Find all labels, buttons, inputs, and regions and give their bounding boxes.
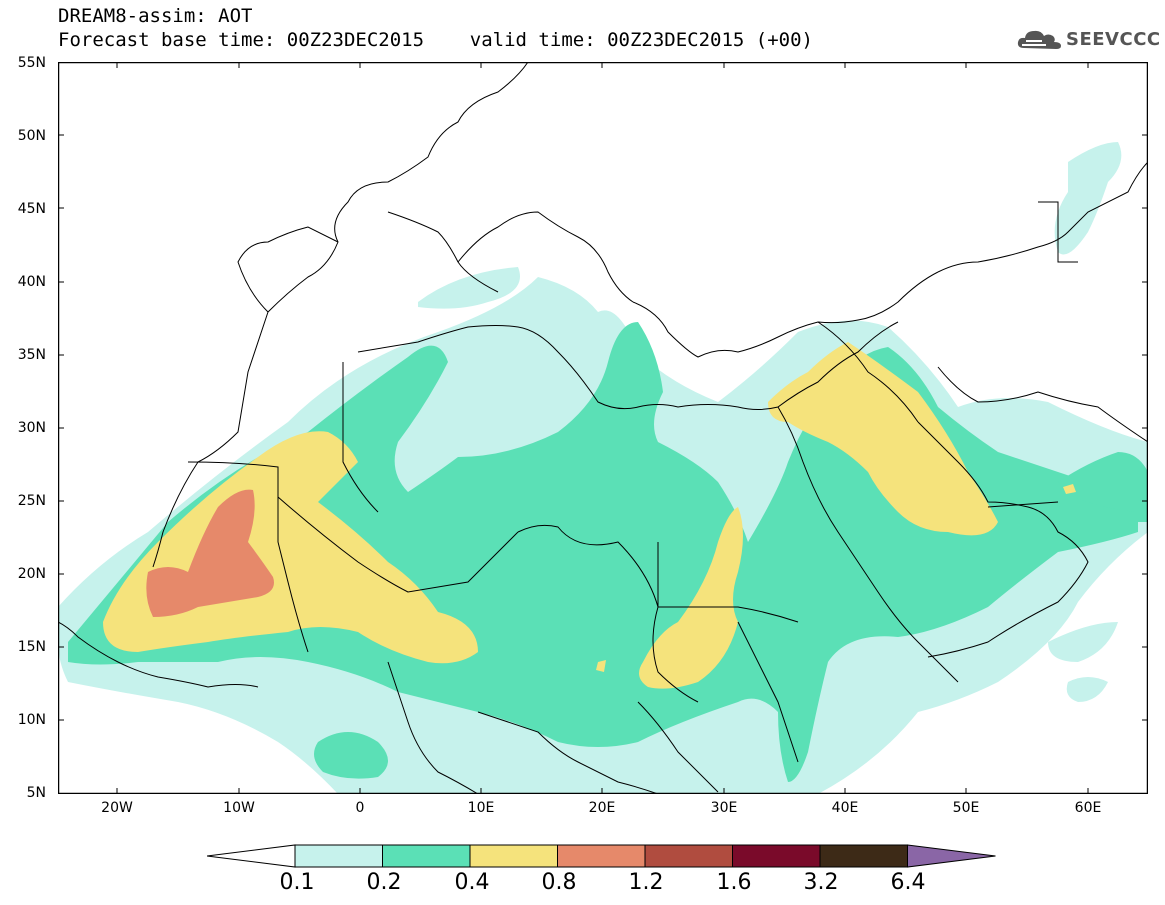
axis-ticks <box>58 62 1148 794</box>
lon-label-50e: 50E <box>952 800 980 816</box>
lat-label-30n: 30N <box>17 420 46 436</box>
aot-map <box>58 62 1148 794</box>
lon-label-30e: 30E <box>710 800 738 816</box>
colorbar-label-0-8: 0.8 <box>541 870 577 895</box>
forecast-times: Forecast base time: 00Z23DEC2015 valid t… <box>58 29 813 51</box>
colorbar-under-triangle <box>207 844 296 868</box>
colorbar-segment <box>382 844 471 868</box>
colorbar-segment <box>644 844 733 868</box>
lat-label-50n: 50N <box>17 128 46 144</box>
lat-label-5n: 5N <box>26 785 46 801</box>
colorbar-label-0-2: 0.2 <box>366 870 402 895</box>
logo-text: SEEVCCC <box>1066 28 1161 50</box>
colorbar-segment <box>819 844 908 868</box>
lat-label-40n: 40N <box>17 274 46 290</box>
lon-label-10e: 10E <box>467 800 495 816</box>
lon-label-10w: 10W <box>223 800 255 816</box>
colorbar-segment <box>294 844 383 868</box>
colorbar-segment <box>469 844 558 868</box>
lon-label-40e: 40E <box>831 800 859 816</box>
cloud-icon <box>1017 30 1061 49</box>
colorbar-label-1-6: 1.6 <box>716 870 752 895</box>
colorbar-segment <box>557 844 646 868</box>
colorbar-over-triangle <box>907 844 996 868</box>
lon-label-20e: 20E <box>588 800 616 816</box>
colorbar-label-0-4: 0.4 <box>454 870 490 895</box>
country-borders <box>58 62 1148 794</box>
lat-label-25n: 25N <box>17 493 46 509</box>
lon-label-60e: 60E <box>1074 800 1102 816</box>
lon-label-20w: 20W <box>101 800 133 816</box>
aot-level-0-8 <box>146 489 274 617</box>
seevccc-logo: SEEVCCC <box>1016 26 1161 52</box>
map-title: DREAM8-assim: AOT <box>58 5 253 27</box>
colorbar-label-3-2: 3.2 <box>803 870 839 895</box>
colorbar-label-6-4: 6.4 <box>890 870 926 895</box>
aot-colorbar <box>207 844 996 868</box>
lat-label-20n: 20N <box>17 566 46 582</box>
lat-label-35n: 35N <box>17 347 46 363</box>
lat-label-55n: 55N <box>17 55 46 71</box>
lat-label-10n: 10N <box>17 712 46 728</box>
colorbar-segment <box>732 844 821 868</box>
colorbar-label-1-2: 1.2 <box>628 870 664 895</box>
lat-label-45n: 45N <box>17 201 46 217</box>
colorbar-label-0-1: 0.1 <box>279 870 315 895</box>
lat-label-15n: 15N <box>17 639 46 655</box>
lon-label-0: 0 <box>355 800 365 816</box>
